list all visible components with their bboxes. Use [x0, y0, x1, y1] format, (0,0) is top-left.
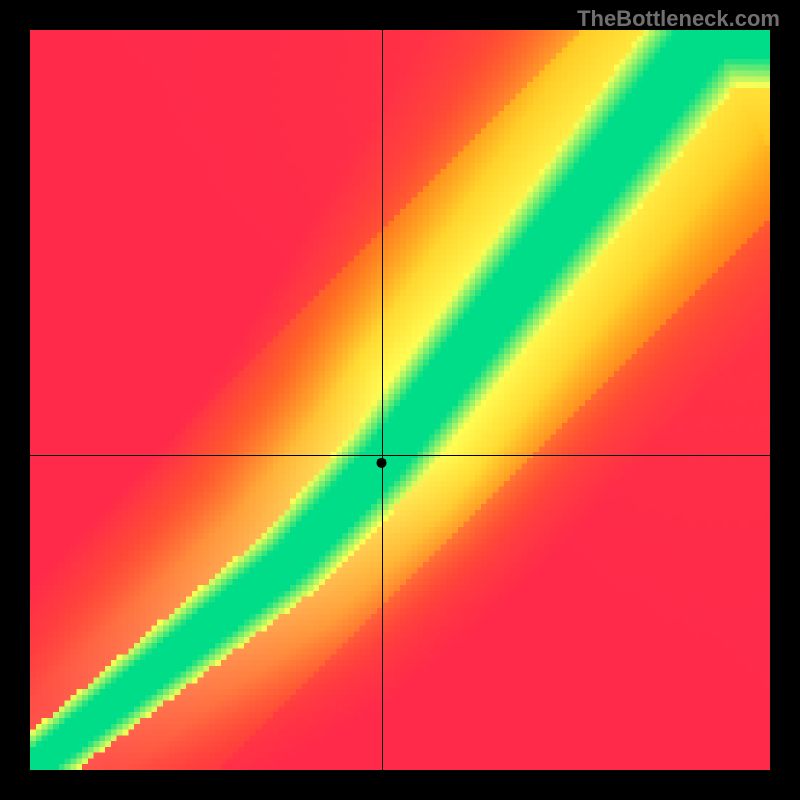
watermark-label: TheBottleneck.com	[577, 6, 780, 32]
overlay-crosshair	[30, 30, 770, 770]
